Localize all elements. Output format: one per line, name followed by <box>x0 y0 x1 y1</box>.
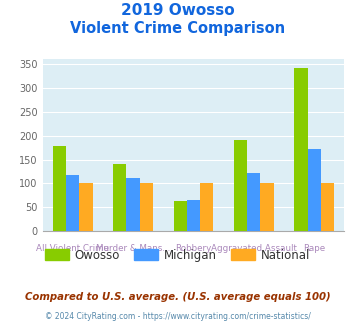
Bar <box>66 175 80 231</box>
Bar <box>247 173 261 231</box>
Text: Violent Crime Comparison: Violent Crime Comparison <box>70 21 285 36</box>
Text: Rape: Rape <box>303 244 325 253</box>
Text: 2019 Owosso: 2019 Owosso <box>121 3 234 18</box>
Bar <box>261 183 274 231</box>
Bar <box>321 183 334 231</box>
Bar <box>294 68 307 231</box>
Bar <box>174 201 187 231</box>
Bar <box>80 183 93 231</box>
Legend: Owosso, Michigan, National: Owosso, Michigan, National <box>40 244 315 266</box>
Text: All Violent Crime: All Violent Crime <box>36 244 109 253</box>
Bar <box>307 149 321 231</box>
Bar <box>126 178 140 231</box>
Bar <box>53 146 66 231</box>
Bar <box>234 141 247 231</box>
Bar <box>200 183 213 231</box>
Text: Murder & Mans...: Murder & Mans... <box>96 244 170 253</box>
Bar <box>187 200 200 231</box>
Bar <box>140 183 153 231</box>
Text: Aggravated Assault: Aggravated Assault <box>211 244 297 253</box>
Text: Compared to U.S. average. (U.S. average equals 100): Compared to U.S. average. (U.S. average … <box>25 292 330 302</box>
Text: Robbery: Robbery <box>175 244 212 253</box>
Text: © 2024 CityRating.com - https://www.cityrating.com/crime-statistics/: © 2024 CityRating.com - https://www.city… <box>45 312 310 321</box>
Bar <box>113 164 126 231</box>
